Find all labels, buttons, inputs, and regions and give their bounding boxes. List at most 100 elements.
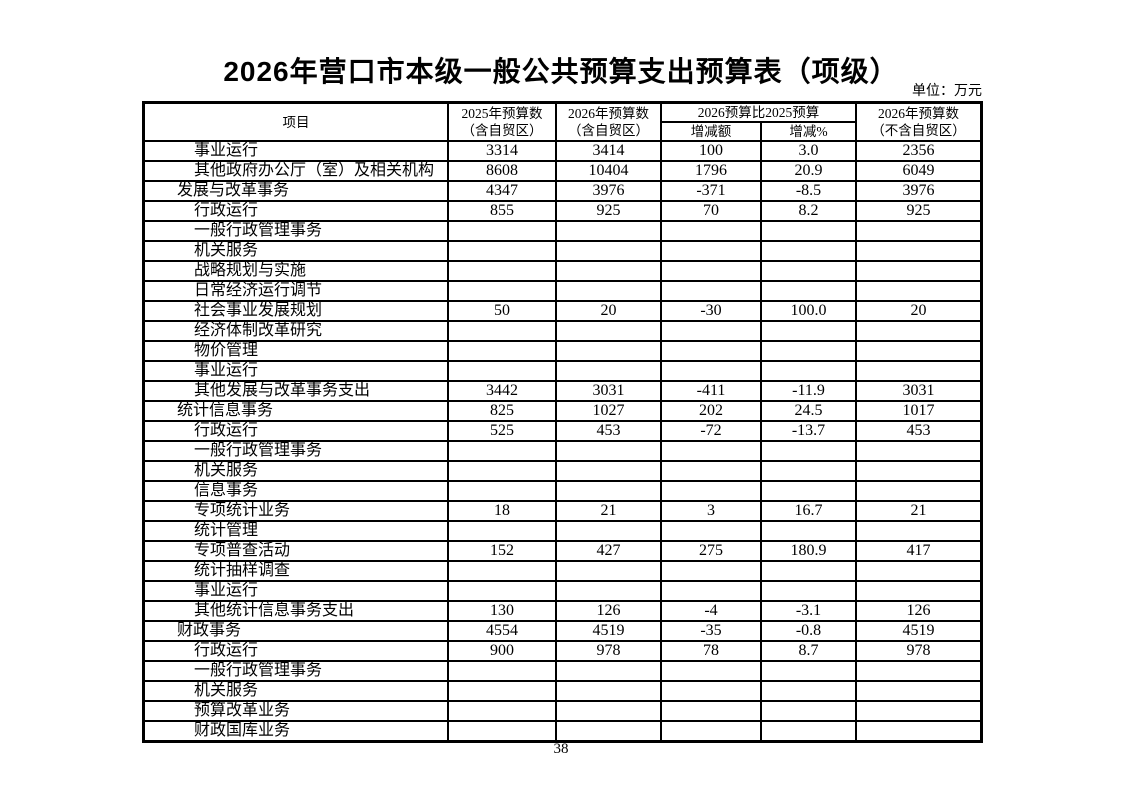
row-label-cell: 一般行政管理事务: [143, 220, 449, 242]
budget-2025-cell: [447, 280, 557, 302]
header-budget-2026: 2026年预算数 （含自贸区）: [555, 102, 662, 142]
table-row: 一般行政管理事务: [143, 220, 982, 242]
header-change-amount: 增减额: [660, 121, 762, 142]
row-label-cell: 物价管理: [143, 340, 449, 362]
budget-2026-excl-cell: [855, 660, 982, 682]
table-row: 事业运行: [143, 360, 982, 382]
header-row-2: 增减额 增减%: [144, 121, 981, 142]
table-row: 其他统计信息事务支出 130 126 -4 -3.1 126: [143, 600, 982, 622]
budget-2026-cell: 126: [555, 600, 662, 622]
row-label-cell: 事业运行: [143, 580, 449, 602]
table-row: 日常经济运行调节: [143, 280, 982, 302]
header-budget-2025-line1: 2025年预算数: [461, 106, 543, 121]
row-label-cell: 统计管理: [143, 520, 449, 542]
change-percent-cell: -13.7: [760, 420, 857, 442]
budget-2026-excl-cell: 453: [855, 420, 982, 442]
change-percent-cell: [760, 240, 857, 262]
table-row: 战略规划与实施: [143, 260, 982, 282]
change-amount-cell: -35: [660, 620, 762, 642]
row-label-cell: 财政事务: [143, 620, 449, 642]
budget-2026-cell: 453: [555, 420, 662, 442]
change-amount-cell: [660, 320, 762, 342]
row-label-cell: 预算改革业务: [143, 700, 449, 722]
row-label-cell: 行政运行: [143, 640, 449, 662]
header-budget-2025: 2025年预算数 （含自贸区）: [447, 102, 557, 142]
budget-2026-excl-cell: 3976: [855, 180, 982, 202]
budget-2025-cell: [447, 260, 557, 282]
budget-2026-excl-cell: [855, 360, 982, 382]
change-amount-cell: 275: [660, 540, 762, 562]
header-budget-2026-excl: 2026年预算数 （不含自贸区）: [855, 102, 982, 142]
header-row-1: 项目 2025年预算数 （含自贸区） 2026年预算数 （含自贸区） 2026预…: [143, 102, 982, 142]
row-label-cell: 行政运行: [143, 200, 449, 222]
budget-2025-cell: [447, 340, 557, 362]
row-label-cell: 财政国库业务: [143, 720, 449, 742]
row-label-cell: 战略规划与实施: [143, 260, 449, 282]
budget-2026-excl-cell: [855, 720, 982, 742]
budget-2026-cell: [555, 340, 662, 362]
row-label-cell: 日常经济运行调节: [143, 280, 449, 302]
change-percent-cell: [760, 680, 857, 702]
change-amount-cell: -371: [660, 180, 762, 202]
budget-2025-cell: 825: [447, 400, 557, 422]
budget-2026-excl-cell: [855, 700, 982, 722]
budget-2026-excl-cell: [855, 580, 982, 602]
change-percent-cell: 16.7: [760, 500, 857, 522]
budget-2025-cell: [447, 580, 557, 602]
budget-2025-cell: [447, 720, 557, 742]
budget-2026-cell: [555, 660, 662, 682]
table-row: 专项统计业务 18 21 3 16.7 21: [143, 500, 982, 522]
budget-2026-excl-cell: 126: [855, 600, 982, 622]
row-label-cell: 机关服务: [143, 460, 449, 482]
budget-2025-cell: [447, 320, 557, 342]
budget-2026-excl-cell: 2356: [855, 140, 982, 162]
budget-2026-cell: 925: [555, 200, 662, 222]
budget-2026-cell: [555, 320, 662, 342]
budget-2026-cell: 427: [555, 540, 662, 562]
change-percent-cell: [760, 440, 857, 462]
budget-2025-cell: 525: [447, 420, 557, 442]
change-percent-cell: [760, 660, 857, 682]
budget-2026-cell: 3976: [555, 180, 662, 202]
change-amount-cell: [660, 260, 762, 282]
change-amount-cell: 78: [660, 640, 762, 662]
row-label-cell: 一般行政管理事务: [143, 660, 449, 682]
change-percent-cell: 8.7: [760, 640, 857, 662]
budget-2025-cell: [447, 440, 557, 462]
budget-2025-cell: 855: [447, 200, 557, 222]
change-percent-cell: [760, 360, 857, 382]
row-label-cell: 行政运行: [143, 420, 449, 442]
budget-2026-excl-cell: [855, 260, 982, 282]
change-percent-cell: 20.9: [760, 160, 857, 182]
budget-2026-excl-cell: [855, 440, 982, 462]
row-label-cell: 其他统计信息事务支出: [143, 600, 449, 622]
change-amount-cell: 202: [660, 400, 762, 422]
budget-2025-cell: 18: [447, 500, 557, 522]
budget-2026-excl-cell: 925: [855, 200, 982, 222]
budget-2026-cell: 20: [555, 300, 662, 322]
budget-2025-cell: [447, 660, 557, 682]
budget-2026-excl-cell: 4519: [855, 620, 982, 642]
row-label-cell: 其他政府办公厅（室）及相关机构: [143, 160, 449, 182]
header-budget-2026-line2: （含自贸区）: [568, 123, 649, 138]
table-row: 事业运行 3314 3414 100 3.0 2356: [143, 140, 982, 162]
table-row: 预算改革业务: [143, 700, 982, 722]
budget-2026-cell: 1027: [555, 400, 662, 422]
table-row: 行政运行 525 453 -72 -13.7 453: [143, 420, 982, 442]
budget-2025-cell: [447, 220, 557, 242]
table-body: 事业运行 3314 3414 100 3.0 2356 其他政府办公厅（室）及相…: [143, 140, 982, 742]
table-row: 机关服务: [143, 460, 982, 482]
change-amount-cell: -72: [660, 420, 762, 442]
row-label-cell: 事业运行: [143, 360, 449, 382]
budget-2026-cell: 3414: [555, 140, 662, 162]
table-header: 项目 2025年预算数 （含自贸区） 2026年预算数 （含自贸区） 2026预…: [143, 102, 982, 142]
change-amount-cell: [660, 240, 762, 262]
change-amount-cell: 1796: [660, 160, 762, 182]
row-label-cell: 其他发展与改革事务支出: [143, 380, 449, 402]
change-percent-cell: [760, 340, 857, 362]
budget-2026-excl-cell: 20: [855, 300, 982, 322]
change-percent-cell: 180.9: [760, 540, 857, 562]
table-row: 机关服务: [143, 240, 982, 262]
row-label-cell: 统计抽样调查: [143, 560, 449, 582]
budget-2025-cell: [447, 460, 557, 482]
